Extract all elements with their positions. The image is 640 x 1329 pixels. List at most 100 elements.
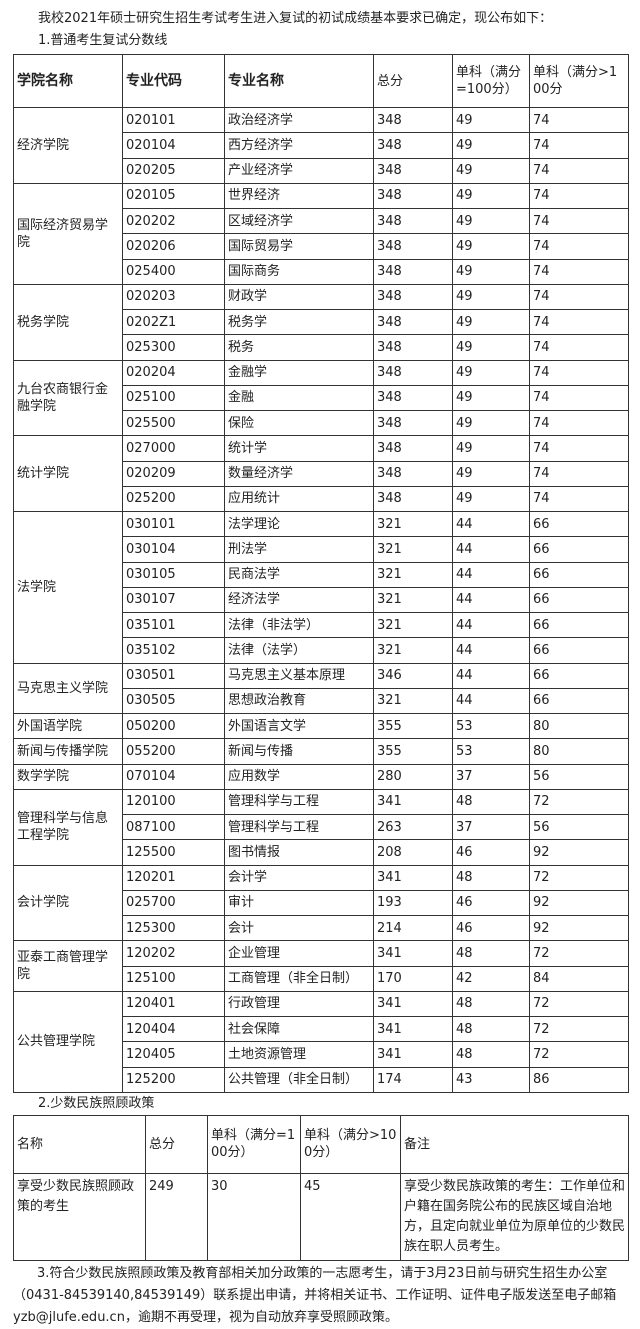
cell-major: 行政管理 [224, 990, 374, 1018]
cell-total: 348 [373, 409, 453, 437]
cell-total: 321 [373, 637, 453, 664]
section1-title: 1.普通考生复试分数线 [38, 33, 168, 48]
cell-total: 355 [373, 738, 453, 765]
cell-total: 355 [373, 712, 453, 740]
cell-total: 348 [373, 384, 453, 412]
cell-total: 321 [373, 561, 453, 588]
cell-single-100: 37 [452, 763, 530, 790]
cell-total: 348 [373, 359, 453, 386]
cell-code: 020209 [122, 460, 225, 487]
table-row: 125200 公共管理（非全日制） 174 43 86 [14, 1066, 629, 1093]
cell-single-over100: 74 [529, 283, 629, 311]
cell-college: 会计学院 [13, 864, 123, 942]
table-row: 经济学院 020101 政治经济学 348 49 74 [13, 106, 629, 184]
header-total: 总分 [373, 54, 453, 108]
cell-college: 亚泰工商管理学院 [13, 940, 123, 992]
cell-college: 数学学院 [13, 763, 123, 790]
cell-remark: 享受少数民族政策的考生：工作单位和户籍在国务院公布的民族区域自治地方，且定向就业… [400, 1172, 629, 1261]
cell-code: 120100 [122, 788, 225, 816]
table-row: 享受少数民族照顾政策的考生 249 30 45 享受少数民族政策的考生：工作单位… [13, 1172, 629, 1261]
cell-single-100: 43 [452, 1066, 530, 1093]
table-row: 020205 产业经济学 348 49 74 [14, 157, 629, 184]
cell-single-100: 48 [452, 1015, 530, 1043]
cell-major: 民商法学 [224, 561, 374, 588]
cell-single-100: 46 [452, 889, 530, 917]
header-college: 学院名称 [13, 54, 123, 108]
cell-single-over100: 74 [529, 435, 629, 462]
cell-college: 法学院 [13, 511, 123, 664]
cell-single-over100: 74 [529, 233, 629, 260]
cell-single-100: 49 [452, 384, 530, 412]
cell-major: 图书情报 [224, 839, 374, 866]
cell-single-over100: 66 [529, 586, 629, 614]
table-row: 125500 图书情报 208 46 92 [14, 839, 629, 866]
cell-major: 公共管理（非全日制） [224, 1066, 374, 1093]
cell-single-100: 49 [452, 409, 530, 437]
cell-code: 120404 [122, 1015, 225, 1043]
table-row: 法学院 030101 法学理论 321 44 66 [13, 510, 629, 664]
cell-code: 125200 [122, 1066, 225, 1093]
cell-single-over100: 45 [300, 1172, 401, 1261]
cell-code: 025400 [122, 258, 225, 285]
cell-major: 财政学 [224, 283, 374, 311]
cell-major: 法学理论 [224, 510, 374, 538]
cell-single-over100: 74 [529, 359, 629, 386]
cell-total: 193 [373, 889, 453, 917]
cell-code: 027000 [122, 435, 225, 462]
score-table: 学院名称 专业代码 专业名称 总分 单科（满分=100分） 单科（满分>100分… [13, 54, 629, 1093]
table-row: 020104 西方经济学 348 49 74 [14, 132, 629, 159]
cell-single-100: 44 [452, 687, 530, 715]
table-row: 030505 思想政治教育 321 44 66 [14, 687, 629, 715]
cell-single-over100: 66 [529, 611, 629, 639]
cell-single-100: 30 [207, 1172, 301, 1261]
cell-major: 社会保障 [224, 1015, 374, 1043]
cell-college: 公共管理学院 [13, 990, 123, 1093]
cell-code: 020204 [122, 359, 225, 386]
cell-single-100: 44 [452, 536, 530, 563]
cell-single-100: 49 [452, 435, 530, 462]
cell-total: 348 [373, 308, 453, 336]
cell-major: 会计 [224, 914, 374, 942]
cell-major: 外国语言文学 [224, 712, 374, 740]
cell-single-100: 53 [452, 712, 530, 740]
cell-total: 321 [373, 510, 453, 538]
cell-total: 348 [373, 233, 453, 260]
cell-single-over100: 84 [529, 965, 629, 992]
table-row: 025400 国际商务 348 49 74 [14, 258, 629, 285]
cell-total: 348 [373, 334, 453, 361]
cell-total: 263 [373, 813, 453, 841]
cell-college: 税务学院 [13, 283, 123, 361]
cell-college: 国际经济贸易学院 [13, 182, 123, 285]
cell-total: 321 [373, 687, 453, 715]
cell-code: 025500 [122, 409, 225, 437]
cell-major: 税务 [224, 334, 374, 361]
cell-major: 金融 [224, 384, 374, 412]
cell-major: 应用统计 [224, 485, 374, 513]
cell-single-over100: 92 [529, 914, 629, 942]
cell-code: 025100 [122, 384, 225, 412]
cell-single-over100: 86 [529, 1066, 629, 1093]
cell-college: 统计学院 [13, 435, 123, 512]
cell-total: 280 [373, 763, 453, 790]
table-row: 公共管理学院 120401 行政管理 341 48 72 [13, 990, 629, 1093]
cell-total: 174 [373, 1066, 453, 1093]
cell-major: 世界经济 [224, 182, 374, 210]
cell-total: 170 [373, 965, 453, 992]
cell-single-over100: 56 [529, 763, 629, 790]
cell-single-over100: 80 [529, 712, 629, 740]
cell-code: 030107 [122, 586, 225, 614]
cell-major: 新闻与传播 [224, 738, 374, 765]
cell-single-100: 48 [452, 990, 530, 1018]
cell-code: 020101 [122, 106, 225, 134]
header-major: 专业名称 [224, 54, 374, 108]
cell-single-over100: 56 [529, 813, 629, 841]
header-name: 名称 [13, 1114, 146, 1174]
cell-single-over100: 74 [529, 460, 629, 487]
cell-code: 120201 [122, 864, 225, 891]
cell-code: 030105 [122, 561, 225, 588]
table-row: 0202Z1 税务学 348 49 74 [14, 308, 629, 336]
cell-single-100: 44 [452, 586, 530, 614]
header-single-100: 单科（满分=100分） [207, 1114, 301, 1174]
cell-single-100: 49 [452, 106, 530, 134]
cell-college: 九台农商银行金融学院 [13, 359, 123, 437]
